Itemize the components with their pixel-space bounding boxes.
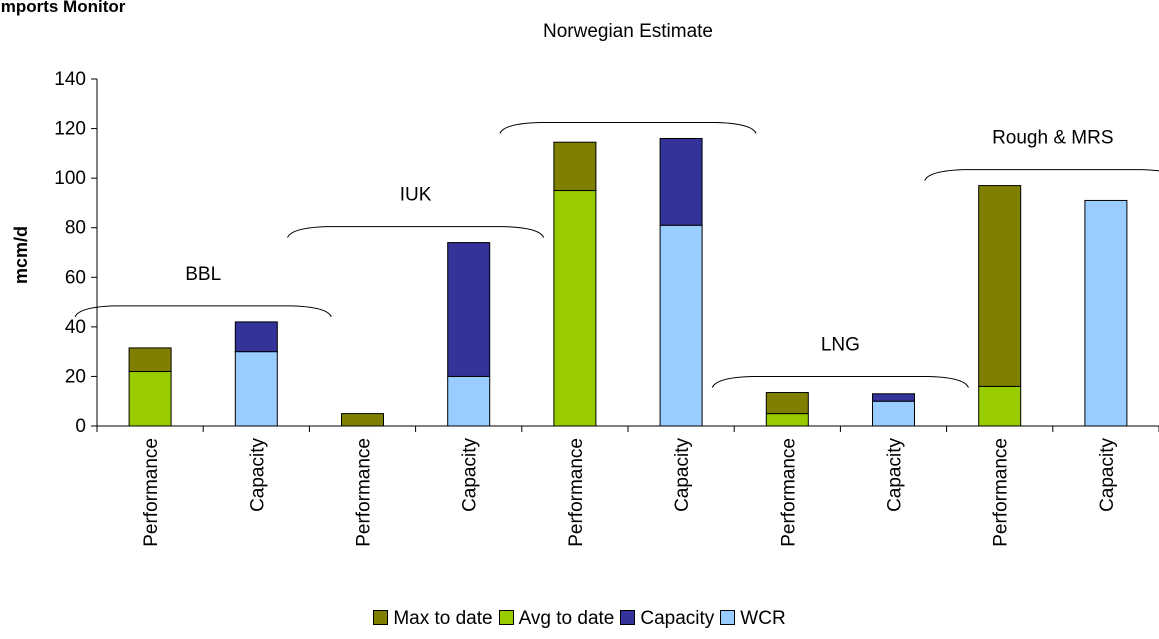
bar-segment [1084,199,1128,427]
legend-label: Max to date [393,608,493,629]
group-brace [711,376,969,388]
x-tick-label: Performance [991,438,1012,547]
y-tick-label: 120 [54,119,86,140]
legend-swatch [498,610,514,625]
legend-swatch [373,610,389,625]
group-brace [287,226,545,238]
bar-segment [553,141,597,192]
bar-segment [341,413,384,427]
x-tick-label: Capacity [1097,438,1118,512]
bar-segment [659,137,703,226]
y-tick-label: 100 [54,168,86,189]
legend-item: Avg to date [498,608,615,630]
legend-label: WCR [740,608,786,629]
legend-item: WCR [720,608,786,630]
bar-segment [128,370,172,427]
bar-segment [128,347,172,372]
x-tick-label: Capacity [460,438,481,512]
y-tick-label: 20 [65,366,86,387]
group-label: LNG [821,335,860,356]
y-tick-label: 60 [65,267,86,288]
legend-label: Avg to date [518,608,615,629]
legend-item: Capacity [620,608,714,630]
group-brace [924,169,1159,181]
y-tick-label: 80 [65,218,86,239]
bar-segment [234,351,278,427]
y-tick-label: 140 [54,69,86,90]
group-label: BBL [185,264,221,285]
x-tick-label: Performance [141,438,162,547]
x-tick-label: Capacity [672,438,693,512]
bar-segment [234,321,278,353]
bar-segment [765,392,809,415]
legend-swatch [720,610,736,625]
x-tick-label: Performance [566,438,587,547]
x-tick-label: Capacity [885,438,906,512]
y-tick-label: 40 [65,317,86,338]
bar-segment [447,375,491,427]
bar-segment [553,190,597,427]
bar-segment [765,413,809,427]
bar-segment [978,385,1022,427]
page-title: Imports Monitor [0,0,126,16]
x-tick-label: Performance [778,438,799,547]
bar-segment [872,400,915,427]
y-tick-label: 0 [75,416,86,437]
bar-segment [978,185,1022,387]
chart-legend: Max to date Avg to date Capacity WCR [0,608,1159,630]
legend-label: Capacity [640,608,715,629]
x-tick-label: Capacity [247,438,268,512]
group-brace [74,305,332,318]
group-brace [499,121,757,134]
bar-segment [872,393,915,402]
y-axis-label: mcm/d [11,226,31,284]
group-label: Rough & MRS [992,128,1113,149]
bar-segment [659,224,703,427]
x-tick-label: Performance [354,438,375,547]
legend-item: Max to date [373,608,493,630]
chart-title: Norwegian Estimate [543,21,713,42]
bar-segment [447,242,491,377]
legend-swatch [620,610,636,625]
group-label: IUK [400,185,432,206]
